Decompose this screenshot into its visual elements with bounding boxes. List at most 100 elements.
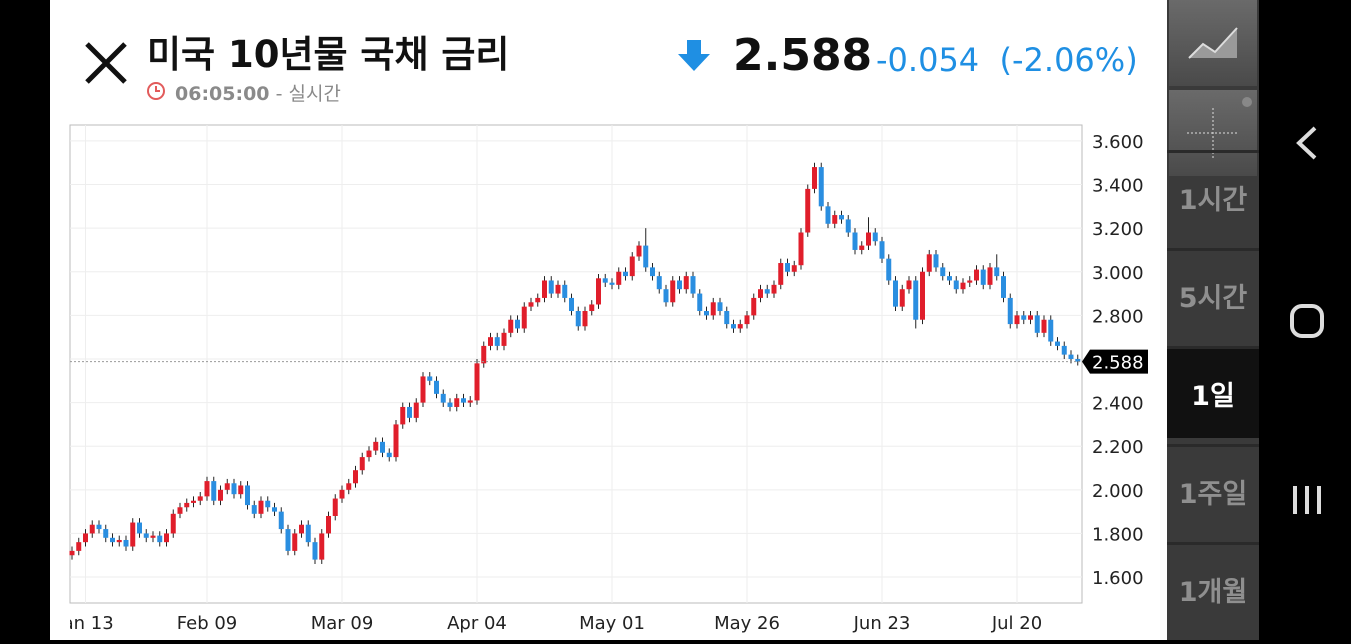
y-tick-label: 2.000 [1092, 481, 1144, 502]
candle-body [953, 280, 959, 290]
y-tick-label: 3.200 [1092, 219, 1144, 240]
candle-body [1041, 319, 1047, 333]
candle-body [717, 302, 723, 312]
crosshair-button[interactable] [1169, 90, 1257, 176]
timeframe-tab[interactable]: 1시간 [1167, 150, 1259, 242]
system-nav-bar [1259, 0, 1351, 640]
candle-body [643, 245, 649, 268]
status: - 실시간 [275, 83, 341, 105]
candle-body [1075, 358, 1081, 362]
y-tick-label: 3.000 [1092, 263, 1144, 284]
down-arrow [678, 40, 710, 71]
candle-body [886, 258, 892, 281]
candle-body [191, 500, 196, 503]
candle-body [575, 311, 581, 327]
candle-body [947, 276, 952, 281]
x-tick-label: Apr 04 [447, 613, 507, 634]
candle-body [123, 539, 129, 547]
instrument-title: 미국 10년물 국채 금리 [147, 33, 510, 76]
candle-body [1061, 345, 1067, 355]
candle-body [535, 297, 541, 303]
candle-body [879, 241, 885, 259]
candle-body [791, 265, 797, 272]
plot-area [69, 124, 1083, 604]
candle-body [967, 280, 973, 283]
candle-body [285, 529, 291, 551]
candle-body [859, 245, 865, 250]
candle-body [89, 524, 95, 534]
candle-body [710, 302, 716, 316]
timeframe-tab[interactable]: 1일 [1167, 346, 1259, 438]
candle-body [562, 284, 568, 298]
candle-body [785, 263, 790, 272]
candle-body [116, 539, 122, 543]
candle-body [170, 513, 176, 534]
nav-icons [1290, 126, 1324, 514]
x-tick-label: Jan 13 [56, 613, 113, 634]
chart-type-button[interactable] [1169, 0, 1257, 86]
timeframe-tab[interactable]: 1개월 [1167, 542, 1259, 634]
candle-body [434, 380, 439, 394]
candle-body [636, 245, 642, 257]
candle-body [616, 271, 622, 285]
candle-body [926, 254, 932, 272]
candle-body [110, 537, 115, 543]
candle-body [933, 254, 939, 268]
y-tick-label: 3.400 [1092, 176, 1144, 197]
time-row: 06:05:00 - 실시간 [175, 79, 341, 106]
candle-body [481, 345, 487, 364]
candle-body [663, 289, 669, 303]
home-button[interactable] [1290, 304, 1324, 338]
candle-body [960, 282, 966, 290]
candle-body [758, 289, 763, 298]
candle-body [83, 533, 88, 543]
candle-body [893, 280, 898, 307]
timeframe-tab[interactable]: 1주일 [1167, 444, 1259, 536]
back-button[interactable] [1296, 126, 1317, 160]
candle-body [157, 535, 163, 543]
candle-body [1021, 315, 1027, 320]
candle-body [737, 324, 743, 329]
candle-body [1001, 276, 1006, 298]
candle-body [231, 483, 237, 495]
candle-body [393, 424, 399, 458]
candle-body [569, 297, 574, 312]
candle-body [987, 267, 993, 285]
candle-body [76, 542, 82, 551]
candle-body [353, 470, 358, 484]
y-tick-label: 1.800 [1092, 524, 1144, 545]
candle-body [292, 533, 298, 551]
candle-body [258, 500, 264, 514]
y-tick-label: 3.600 [1092, 132, 1144, 153]
candle-body [697, 293, 703, 312]
candle-body [812, 167, 817, 189]
candle-body [940, 267, 946, 277]
clock-icon [147, 82, 165, 100]
candle-body [400, 406, 406, 425]
candle-body [670, 280, 676, 303]
y-tick-label: 2.200 [1092, 437, 1144, 458]
change-pct: (-2.06%) [999, 41, 1138, 79]
candle-body [447, 402, 453, 407]
candle-body [818, 167, 824, 207]
candle-body [474, 363, 480, 401]
y-tick-label: 2.400 [1092, 394, 1144, 415]
timeframe-tab[interactable]: 5시간 [1167, 248, 1259, 340]
price: 2.588 [733, 30, 873, 81]
chart: 1.6001.8002.0002.2002.4002.6002.8003.000… [56, 124, 1148, 634]
candle-body [373, 441, 379, 451]
candle-body [305, 524, 311, 543]
candle-body [771, 284, 777, 294]
candle-body [197, 496, 203, 501]
candle-body [1068, 354, 1074, 359]
x-tick-label: Mar 09 [311, 613, 374, 634]
candle-body [427, 376, 433, 381]
close-button[interactable] [83, 40, 129, 86]
x-tick-label: Jun 23 [853, 613, 911, 634]
candle-body [494, 337, 500, 346]
candle-body [913, 280, 919, 320]
candle-body [872, 232, 878, 242]
recents-button[interactable] [1293, 486, 1321, 514]
x-tick-label: Jul 20 [991, 613, 1042, 634]
